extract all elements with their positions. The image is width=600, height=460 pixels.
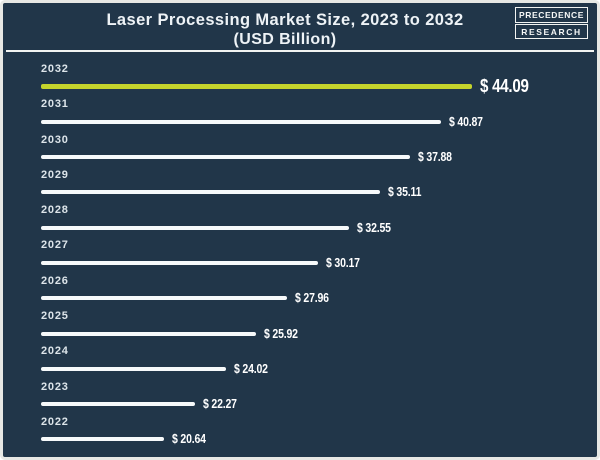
chart-header: Laser Processing Market Size, 2023 to 20… bbox=[3, 3, 597, 50]
chart-row: 2025 $ 25.92 bbox=[41, 307, 597, 342]
value-label: $ 24.02 bbox=[233, 361, 268, 376]
chart-row: 2027 $ 30.17 bbox=[41, 236, 597, 271]
chart-row: 2023 $ 22.27 bbox=[41, 378, 597, 413]
year-label: 2027 bbox=[41, 239, 69, 252]
bar-row-line: $ 24.02 bbox=[41, 361, 597, 376]
bar bbox=[41, 260, 318, 265]
value-label: $ 35.11 bbox=[387, 185, 421, 200]
chart-row: 2031 $ 40.87 bbox=[41, 95, 597, 130]
chart-title-line2: (USD Billion) bbox=[233, 31, 337, 49]
chart-row: 2028 $ 32.55 bbox=[41, 201, 597, 236]
value-label: $ 22.27 bbox=[202, 397, 237, 412]
chart-row: 2024 $ 24.02 bbox=[41, 342, 597, 377]
bar-chart: 2032 $ 44.09 2031 $ 40.87 2030 $ 37.88 2029 $ 3… bbox=[3, 52, 597, 448]
bar-row-line: $ 27.96 bbox=[41, 291, 597, 306]
brand-line2: RESEARCH bbox=[514, 23, 588, 39]
brand-logo: PRECEDENCE RESEARCH bbox=[514, 7, 588, 39]
year-label: 2030 bbox=[41, 133, 69, 146]
brand-line1: PRECEDENCE bbox=[514, 7, 588, 23]
chart-row: 2029 $ 35.11 bbox=[41, 166, 597, 201]
year-label: 2029 bbox=[41, 168, 69, 181]
year-label: 2028 bbox=[41, 204, 69, 217]
year-label: 2023 bbox=[41, 380, 69, 393]
bar bbox=[41, 119, 442, 124]
value-label: $ 37.88 bbox=[418, 150, 453, 165]
bar bbox=[41, 366, 226, 371]
bar bbox=[41, 437, 164, 442]
header-divider bbox=[6, 50, 594, 52]
year-label: 2026 bbox=[41, 274, 69, 287]
chart-row: 2030 $ 37.88 bbox=[41, 131, 597, 166]
chart-row: 2032 $ 44.09 bbox=[41, 60, 597, 96]
bar-row-line: $ 20.64 bbox=[41, 432, 597, 447]
value-label: $ 40.87 bbox=[449, 114, 484, 129]
year-label: 2032 bbox=[41, 63, 69, 75]
bar-row-line: $ 22.27 bbox=[41, 397, 597, 412]
year-label: 2025 bbox=[41, 310, 69, 323]
year-label: 2022 bbox=[41, 415, 69, 428]
bar bbox=[41, 296, 288, 301]
value-label: $ 44.09 bbox=[480, 76, 529, 96]
chart-row: 2022 $ 20.64 bbox=[41, 413, 597, 448]
year-label: 2024 bbox=[41, 345, 69, 358]
bar-row-line: $ 32.55 bbox=[41, 220, 597, 235]
bar-row-line: $ 40.87 bbox=[41, 114, 597, 129]
value-label: $ 32.55 bbox=[356, 220, 391, 235]
bar bbox=[41, 331, 257, 336]
bar-row-line: $ 35.11 bbox=[41, 185, 597, 200]
highlighted-bar bbox=[41, 84, 472, 89]
value-label: $ 27.96 bbox=[295, 291, 330, 306]
chart-title-line1: Laser Processing Market Size, 2023 to 20… bbox=[106, 11, 464, 29]
bar-row-line: $ 37.88 bbox=[41, 150, 597, 165]
bar bbox=[41, 402, 195, 407]
bar bbox=[41, 190, 380, 195]
year-label: 2031 bbox=[41, 98, 69, 111]
bar-row-line: $ 25.92 bbox=[41, 326, 597, 341]
value-label: $ 30.17 bbox=[326, 255, 360, 270]
value-label: $ 20.64 bbox=[172, 432, 206, 447]
bar-row-line: $ 44.09 bbox=[41, 76, 597, 96]
bar bbox=[41, 225, 349, 230]
value-label: $ 25.92 bbox=[264, 326, 299, 341]
chart-row: 2026 $ 27.96 bbox=[41, 272, 597, 307]
bar-row-line: $ 30.17 bbox=[41, 255, 597, 270]
bar bbox=[41, 155, 411, 160]
chart-title: Laser Processing Market Size, 2023 to 20… bbox=[3, 10, 597, 49]
